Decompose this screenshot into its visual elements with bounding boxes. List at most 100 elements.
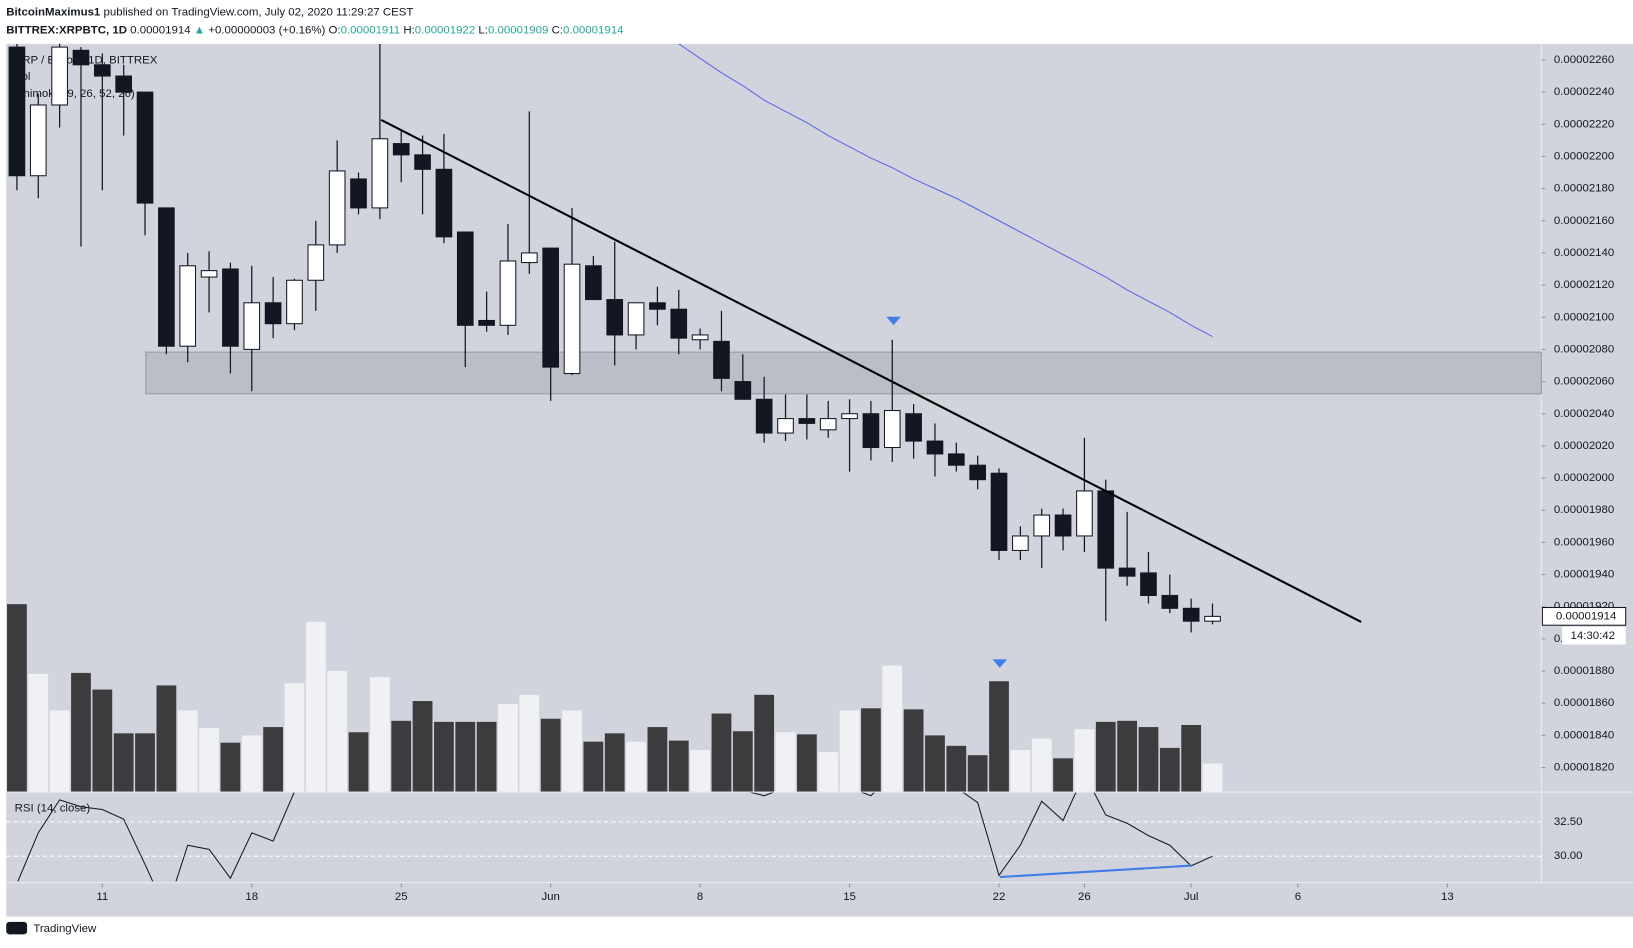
volume-bar bbox=[434, 721, 454, 792]
candle-body bbox=[456, 231, 474, 326]
x-tick-label: 13 bbox=[1441, 891, 1454, 903]
x-tick-label: 25 bbox=[395, 891, 408, 903]
candle-body bbox=[1182, 607, 1200, 622]
l-value: 0.00001909 bbox=[488, 24, 548, 36]
x-tick-label: Jul bbox=[1184, 891, 1199, 903]
volume-bar bbox=[775, 732, 796, 792]
volume-bar bbox=[284, 683, 305, 792]
volume-bar bbox=[220, 742, 241, 792]
volume-bar bbox=[925, 735, 945, 792]
volume-bar bbox=[1074, 729, 1095, 792]
volume-bar bbox=[263, 727, 284, 792]
candle-body bbox=[179, 265, 197, 347]
y-tick-label: 0.00002180 bbox=[1554, 183, 1614, 195]
candle-body bbox=[734, 381, 752, 400]
change-arrow: ▲ bbox=[194, 24, 205, 36]
volume-bar bbox=[177, 710, 198, 792]
logo-icon bbox=[6, 921, 28, 935]
candle-body bbox=[435, 168, 453, 238]
candle-body bbox=[670, 308, 688, 339]
candle-body bbox=[883, 410, 901, 449]
candle-body bbox=[819, 418, 837, 431]
candle-body bbox=[158, 207, 175, 347]
volume-bar bbox=[1117, 720, 1138, 792]
candle-body bbox=[200, 270, 218, 278]
y-tick-label: 0.00001940 bbox=[1554, 569, 1614, 581]
rsi-tick-label: 32.50 bbox=[1554, 816, 1583, 828]
volume-bar bbox=[135, 733, 155, 792]
candle-body bbox=[286, 279, 303, 325]
volume-bar bbox=[989, 681, 1009, 792]
y-tick-label: 0.00002000 bbox=[1554, 472, 1614, 484]
candle-body bbox=[1204, 615, 1221, 622]
volume-bar bbox=[28, 673, 49, 792]
price-label-text: 0.00001914 bbox=[1556, 610, 1617, 622]
y-tick-label: 0.00002140 bbox=[1554, 247, 1614, 259]
volume-bar bbox=[199, 728, 219, 792]
y-tick-label: 0.00002040 bbox=[1554, 408, 1614, 420]
candle-body bbox=[371, 138, 389, 209]
volume-bar bbox=[412, 701, 433, 792]
y-tick-label: 0.00002100 bbox=[1554, 311, 1614, 323]
candle-body bbox=[29, 104, 47, 177]
volume-bar bbox=[626, 741, 646, 792]
candle-body bbox=[307, 244, 325, 281]
candle-body bbox=[93, 64, 111, 77]
volume-bar bbox=[498, 704, 518, 792]
volume-bar bbox=[391, 720, 412, 792]
volume-bar bbox=[369, 677, 390, 792]
volume-bar bbox=[49, 710, 70, 792]
candle-body bbox=[649, 302, 666, 310]
volume-bar bbox=[113, 733, 134, 792]
x-tick-label: 18 bbox=[245, 891, 258, 903]
candle-body bbox=[1140, 572, 1157, 596]
volume-bar bbox=[71, 672, 91, 792]
y-tick-label: 0.00002120 bbox=[1554, 279, 1614, 291]
candle-body bbox=[1033, 514, 1051, 537]
candle-body bbox=[969, 464, 986, 481]
volume-bar bbox=[1031, 738, 1052, 792]
y-tick-label: 0.00001840 bbox=[1554, 729, 1614, 741]
countdown-box bbox=[1562, 626, 1626, 645]
candle-body bbox=[222, 268, 239, 347]
candle-body bbox=[1097, 490, 1115, 569]
x-tick-label: 22 bbox=[993, 891, 1006, 903]
h-label: H: bbox=[403, 24, 414, 36]
volume-bar bbox=[540, 718, 561, 792]
x-tick-label: 15 bbox=[843, 891, 856, 903]
header-line: BitcoinMaximus1 published on TradingView… bbox=[6, 7, 413, 19]
x-tick-label: 6 bbox=[1295, 891, 1301, 903]
rsi-title: RSI (14, close) bbox=[15, 802, 91, 814]
volume-bar bbox=[1159, 747, 1180, 792]
volume-bar bbox=[348, 732, 369, 792]
volume-bar bbox=[668, 740, 689, 792]
candle-body bbox=[1054, 514, 1072, 537]
y-tick-label: 0.00002220 bbox=[1554, 118, 1614, 130]
o-label: O: bbox=[329, 24, 341, 36]
volume-bar bbox=[754, 694, 775, 792]
candle-body bbox=[51, 46, 68, 106]
volume-bar bbox=[861, 708, 881, 792]
o-value: 0.00001911 bbox=[341, 24, 401, 36]
candle-body bbox=[713, 340, 730, 379]
volume-bar bbox=[604, 733, 625, 792]
price-plot bbox=[7, 43, 1223, 792]
volume-bar bbox=[562, 710, 582, 792]
volume-bar bbox=[305, 621, 326, 792]
author: BitcoinMaximus1 bbox=[6, 7, 101, 19]
logo: TradingView bbox=[6, 921, 97, 935]
marker-arrow bbox=[992, 659, 1008, 668]
volume-bar bbox=[1181, 724, 1202, 792]
y-tick-label: 0.00001960 bbox=[1554, 536, 1614, 548]
candle-body bbox=[392, 143, 410, 156]
candle-body bbox=[8, 46, 26, 177]
candle-body bbox=[350, 178, 367, 209]
y-tick-label: 0.00002020 bbox=[1554, 440, 1614, 452]
volume-bar bbox=[711, 713, 732, 792]
volume-bar bbox=[647, 727, 668, 792]
candle-body bbox=[414, 154, 431, 170]
volume-bar bbox=[690, 749, 711, 792]
volume-bar bbox=[732, 731, 753, 792]
volume-bar bbox=[839, 710, 860, 792]
